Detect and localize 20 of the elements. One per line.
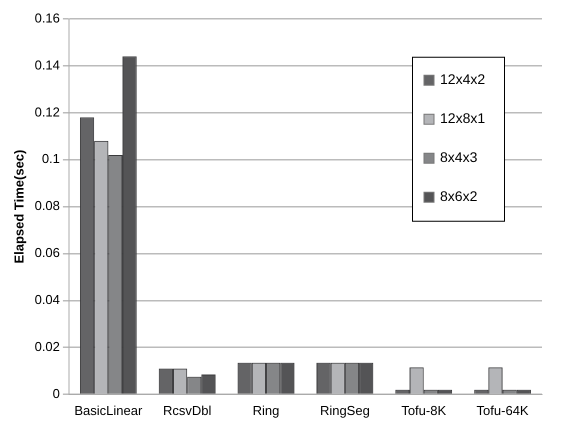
x-tick-label: Ring: [252, 402, 280, 418]
x-tick-label: Tofu-8K: [401, 402, 446, 418]
y-tick-label: 0.16: [34, 10, 60, 26]
y-tick-label: 0.02: [34, 339, 60, 354]
legend-label: 8x4x3: [440, 149, 478, 166]
y-tick-label: 0.14: [34, 57, 60, 72]
x-tick-label: RingSeg: [320, 402, 370, 418]
x-tick-label: RcsvDbl: [162, 402, 212, 418]
legend-label: 12x8x1: [440, 110, 486, 126]
x-tick-label: Tofu-64K: [476, 402, 529, 418]
y-tick-label: 0: [52, 386, 60, 401]
legend-label: 12x4x2: [440, 71, 486, 88]
y-axis-title: Elapsed Time(sec): [11, 150, 26, 264]
y-tick-label: 0.06: [34, 245, 60, 260]
legend-label: 8x6x2: [440, 188, 478, 204]
y-tick-label: 0.12: [34, 104, 60, 120]
x-tick-label: BasicLinear: [74, 402, 143, 418]
y-tick-label: 0.08: [34, 198, 60, 214]
y-tick-label: 0.04: [34, 292, 60, 308]
y-tick-label: 0.1: [42, 151, 60, 166]
